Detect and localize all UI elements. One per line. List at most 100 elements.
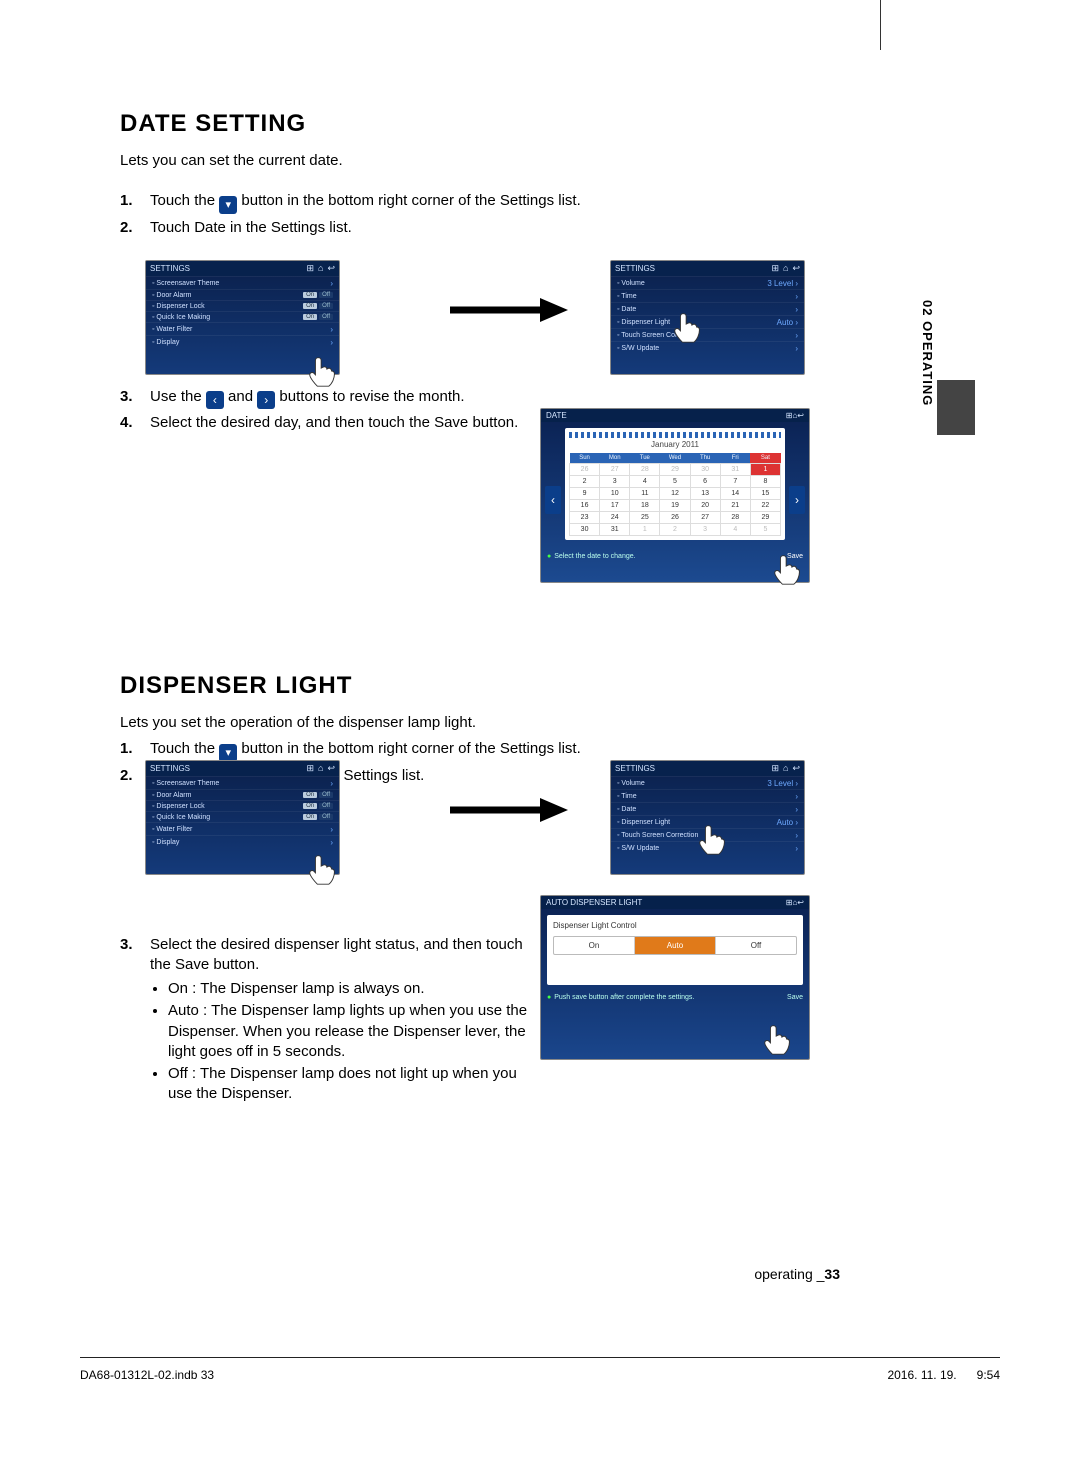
settings-row[interactable]: ◦ Date› — [611, 302, 804, 315]
step-2-num: 2. — [120, 218, 150, 238]
calendar-day[interactable]: 20 — [690, 500, 720, 512]
month-next-button[interactable]: › — [789, 486, 805, 514]
settings-title: SETTINGS — [150, 264, 190, 273]
calendar-day[interactable]: 4 — [630, 476, 660, 488]
calendar-day[interactable]: 8 — [750, 476, 780, 488]
calendar-day[interactable]: 1 — [630, 524, 660, 536]
settings-row[interactable]: ◦ Dispenser LightAuto › — [611, 815, 804, 828]
screenshot-settings-b: SETTINGS ⊞⌂↩ ◦ Volume3 Level ›◦ Time›◦ D… — [610, 260, 805, 375]
step-1-text: Touch the ▾ button in the bottom right c… — [150, 191, 930, 214]
calendar-day[interactable]: 3 — [600, 476, 630, 488]
calendar-day[interactable]: 30 — [570, 524, 600, 536]
screenshot-settings-d: SETTINGS ⊞⌂↩ ◦ Volume3 Level ›◦ Time›◦ D… — [610, 760, 805, 875]
settings-row[interactable]: ◦ Time› — [611, 789, 804, 802]
calendar-day[interactable]: 31 — [720, 464, 750, 476]
settings-row[interactable]: ◦ S/W Update› — [611, 841, 804, 854]
bullet-off: Off : The Dispenser lamp does not light … — [168, 1064, 545, 1105]
calendar-day[interactable]: 1 — [750, 464, 780, 476]
calendar-hint: ●Select the date to change. — [547, 553, 636, 560]
settings-row[interactable]: ◦ Dispenser LockOnOff — [146, 300, 339, 311]
calendar-day[interactable]: 16 — [570, 500, 600, 512]
chevron-left-icon: ‹ — [206, 391, 224, 409]
settings-row[interactable]: ◦ Water Filter› — [146, 822, 339, 835]
calendar-day[interactable]: 14 — [720, 488, 750, 500]
save-button[interactable]: Save — [787, 994, 803, 1001]
settings-row[interactable]: ◦ Time› — [611, 289, 804, 302]
bullet-on: On : The Dispenser lamp is always on. — [168, 979, 545, 999]
save-button[interactable]: Save — [787, 553, 803, 560]
seg-on[interactable]: On — [554, 937, 635, 954]
disp-title: AUTO DISPENSER LIGHT — [546, 898, 642, 907]
calendar-day[interactable]: 3 — [690, 524, 720, 536]
settings-row[interactable]: ◦ Screensaver Theme› — [146, 276, 339, 289]
settings-row[interactable]: ◦ Screensaver Theme› — [146, 776, 339, 789]
intro-dispenser-light: Lets you set the operation of the dispen… — [120, 714, 930, 731]
step-4-num: 4. — [120, 413, 150, 433]
disp-hint: ●Push save button after complete the set… — [547, 994, 694, 1001]
step-3-text: Use the ‹ and › buttons to revise the mo… — [150, 387, 930, 409]
calendar-day[interactable]: 4 — [720, 524, 750, 536]
disp-label: Dispenser Light Control — [553, 919, 797, 936]
calendar-day[interactable]: 24 — [600, 512, 630, 524]
calendar-day[interactable]: 5 — [660, 476, 690, 488]
calendar-day[interactable]: 31 — [600, 524, 630, 536]
settings-row[interactable]: ◦ Water Filter› — [146, 322, 339, 335]
calendar-day[interactable]: 26 — [660, 512, 690, 524]
calendar-day[interactable]: 26 — [570, 464, 600, 476]
calendar-day[interactable]: 2 — [660, 524, 690, 536]
segmented-control[interactable]: On Auto Off — [553, 936, 797, 955]
side-thumb-block — [937, 380, 975, 435]
chevron-right-icon: › — [257, 391, 275, 409]
calendar-day[interactable]: 9 — [570, 488, 600, 500]
settings-row[interactable]: ◦ Display› — [146, 835, 339, 848]
titlebar-icons-b: ⊞⌂↩ — [767, 263, 800, 274]
calendar-day[interactable]: 5 — [750, 524, 780, 536]
calendar-day[interactable]: 27 — [690, 512, 720, 524]
calendar-day[interactable]: 30 — [690, 464, 720, 476]
calendar-grid[interactable]: SunMonTueWedThuFriSat2627282930311234567… — [569, 453, 781, 536]
settings-row[interactable]: ◦ Dispenser LockOnOff — [146, 800, 339, 811]
calendar-day[interactable]: 27 — [600, 464, 630, 476]
seg-off[interactable]: Off — [716, 937, 796, 954]
calendar-day[interactable]: 17 — [600, 500, 630, 512]
calendar-day[interactable]: 2 — [570, 476, 600, 488]
settings-title-b: SETTINGS — [615, 264, 655, 273]
calendar-day[interactable]: 10 — [600, 488, 630, 500]
settings-row[interactable]: ◦ Dispenser LightAuto › — [611, 315, 804, 328]
calendar-day[interactable]: 11 — [630, 488, 660, 500]
seg-auto[interactable]: Auto — [635, 937, 716, 954]
calendar-day[interactable]: 7 — [720, 476, 750, 488]
settings-row[interactable]: ◦ Volume3 Level › — [611, 776, 804, 789]
calendar-day[interactable]: 22 — [750, 500, 780, 512]
calendar-day[interactable]: 28 — [630, 464, 660, 476]
calendar-day[interactable]: 12 — [660, 488, 690, 500]
settings-row[interactable]: ◦ Touch Screen Correction› — [611, 328, 804, 341]
settings-row[interactable]: ◦ Quick Ice MakingOnOff — [146, 811, 339, 822]
settings-row[interactable]: ◦ Quick Ice MakingOnOff — [146, 311, 339, 322]
settings-row[interactable]: ◦ Volume3 Level › — [611, 276, 804, 289]
settings-row[interactable]: ◦ Door AlarmOnOff — [146, 789, 339, 800]
intro-date-setting: Lets you can set the current date. — [120, 152, 930, 169]
calendar-day[interactable]: 28 — [720, 512, 750, 524]
calendar-day[interactable]: 19 — [660, 500, 690, 512]
calendar-day[interactable]: 25 — [630, 512, 660, 524]
settings-row[interactable]: ◦ Date› — [611, 802, 804, 815]
calendar-day[interactable]: 6 — [690, 476, 720, 488]
month-prev-button[interactable]: ‹ — [545, 486, 561, 514]
settings-row[interactable]: ◦ Touch Screen Correction› — [611, 828, 804, 841]
settings-row[interactable]: ◦ Door AlarmOnOff — [146, 289, 339, 300]
calendar-day[interactable]: 18 — [630, 500, 660, 512]
calendar-day[interactable]: 29 — [750, 512, 780, 524]
calendar-day[interactable]: 23 — [570, 512, 600, 524]
print-footer: DA68-01312L-02.indb 33 2016. 11. 19. 9:5… — [80, 1357, 1000, 1382]
settings-row[interactable]: ◦ S/W Update› — [611, 341, 804, 354]
calendar-day[interactable]: 29 — [660, 464, 690, 476]
heading-dispenser-light: DISPENSER LIGHT — [120, 672, 930, 700]
screenshot-settings-a: SETTINGS ⊞⌂↩ ◦ Screensaver Theme›◦ Door … — [145, 260, 340, 375]
screenshot-date-calendar: DATE ⊞⌂↩ ‹ › January 2011 SunMonTueWedTh… — [540, 408, 810, 583]
calendar-day[interactable]: 15 — [750, 488, 780, 500]
calendar-day[interactable]: 13 — [690, 488, 720, 500]
settings-row[interactable]: ◦ Display› — [146, 335, 339, 348]
screenshot-dispenser-light: AUTO DISPENSER LIGHT ⊞⌂↩ Dispenser Light… — [540, 895, 810, 1060]
calendar-day[interactable]: 21 — [720, 500, 750, 512]
